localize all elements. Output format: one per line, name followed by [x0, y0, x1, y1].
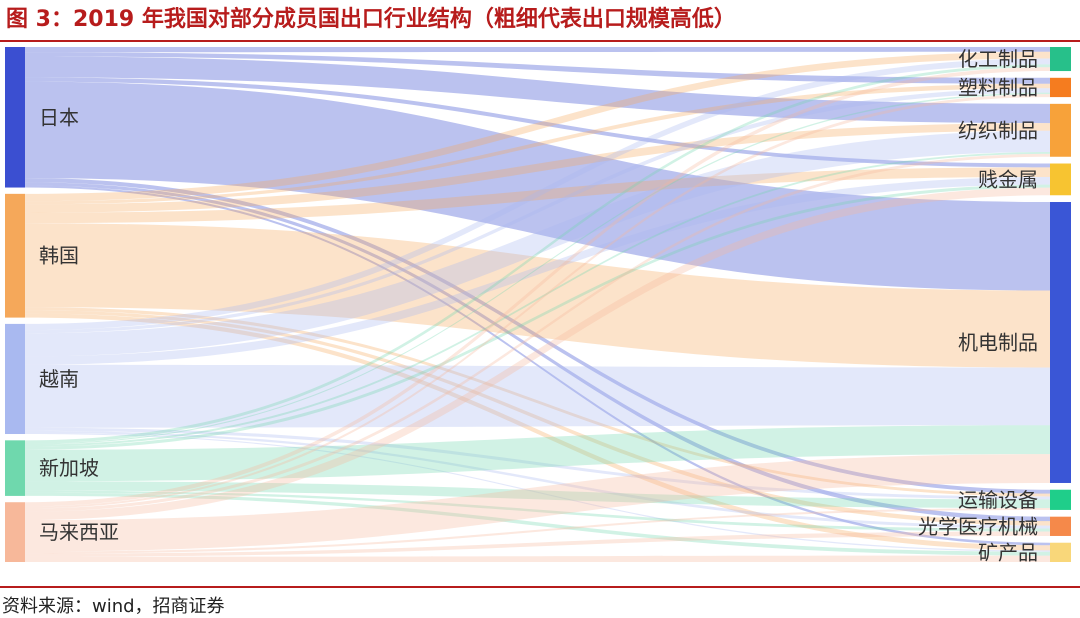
target-label-transport: 运输设备 — [958, 488, 1038, 512]
link-korea-chemical — [25, 51, 1050, 202]
link-korea-plastic — [25, 83, 1050, 205]
link-korea-transport — [25, 307, 1050, 497]
link-japan-textile — [25, 56, 1050, 124]
target-label-basemetal: 贱金属 — [978, 167, 1038, 191]
link-singapore-machinery — [25, 425, 1050, 482]
link-singapore-textile — [25, 151, 1050, 447]
link-korea-textile — [25, 123, 1050, 213]
node-layer — [5, 47, 1071, 562]
source-node-singapore — [5, 440, 25, 496]
link-korea-basemetal — [25, 167, 1050, 224]
link-malaysia-machinery — [25, 454, 1050, 552]
link-japan-basemetal — [25, 77, 1050, 168]
target-node-textile — [1050, 103, 1071, 157]
link-singapore-basemetal — [25, 184, 1050, 450]
link-korea-machinery — [25, 223, 1050, 368]
target-node-mineral — [1050, 542, 1071, 562]
link-vietnam-optical — [25, 430, 1050, 529]
source-node-vietnam — [5, 323, 25, 435]
link-layer — [25, 47, 1050, 562]
link-vietnam-machinery — [25, 364, 1050, 428]
link-japan-plastic — [25, 52, 1050, 84]
target-node-optical — [1050, 516, 1071, 536]
source-label-malaysia: 马来西亚 — [39, 520, 119, 544]
link-vietnam-transport — [25, 427, 1050, 500]
link-malaysia-chemical — [25, 67, 1050, 507]
target-label-textile: 纺织制品 — [958, 118, 1038, 142]
source-note: 资料来源：wind，招商证券 — [2, 596, 225, 617]
target-label-chemical: 化工制品 — [958, 47, 1038, 71]
link-vietnam-basemetal — [25, 176, 1050, 365]
link-malaysia-optical — [25, 531, 1050, 557]
source-label-vietnam: 越南 — [39, 367, 79, 391]
chart-title: 图 3：2019 年我国对部分成员国出口行业结构（粗细代表出口规模高低） — [6, 7, 736, 32]
target-label-plastic: 塑料制品 — [958, 75, 1038, 99]
source-label-japan: 日本 — [39, 105, 79, 129]
target-node-chemical — [1050, 47, 1071, 72]
link-vietnam-mineral — [25, 432, 1050, 552]
source-label-singapore: 新加坡 — [39, 456, 99, 480]
link-malaysia-textile — [25, 153, 1050, 512]
target-label-optical: 光学医疗机械 — [918, 514, 1038, 538]
link-japan-mineral — [25, 185, 1050, 546]
target-node-machinery — [1050, 202, 1071, 483]
link-malaysia-basemetal — [25, 187, 1050, 521]
link-singapore-transport — [25, 481, 1050, 509]
target-label-mineral: 矿产品 — [978, 540, 1038, 564]
title-rule — [0, 40, 1080, 42]
target-node-transport — [1050, 489, 1071, 510]
link-vietnam-chemical — [25, 58, 1050, 331]
link-singapore-plastic — [25, 92, 1050, 445]
link-vietnam-textile — [25, 130, 1050, 357]
link-korea-optical — [25, 310, 1050, 526]
link-malaysia-plastic — [25, 94, 1050, 509]
link-japan-transport — [25, 178, 1050, 494]
source-rule — [0, 586, 1080, 588]
link-japan-chemical — [25, 47, 1050, 53]
target-node-basemetal — [1050, 163, 1071, 196]
source-node-korea — [5, 193, 25, 318]
link-malaysia-transport — [25, 508, 1050, 554]
link-singapore-mineral — [25, 492, 1050, 556]
target-label-machinery: 机电制品 — [958, 330, 1038, 354]
link-singapore-optical — [25, 490, 1050, 532]
link-japan-optical — [25, 182, 1050, 522]
link-korea-mineral — [25, 313, 1050, 551]
source-node-malaysia — [5, 502, 25, 562]
link-singapore-chemical — [25, 64, 1050, 444]
source-node-japan — [5, 47, 25, 188]
source-label-korea: 韩国 — [39, 244, 79, 268]
link-vietnam-plastic — [25, 88, 1050, 334]
link-japan-machinery — [25, 81, 1050, 291]
link-malaysia-mineral — [25, 555, 1050, 562]
target-node-plastic — [1050, 77, 1071, 98]
